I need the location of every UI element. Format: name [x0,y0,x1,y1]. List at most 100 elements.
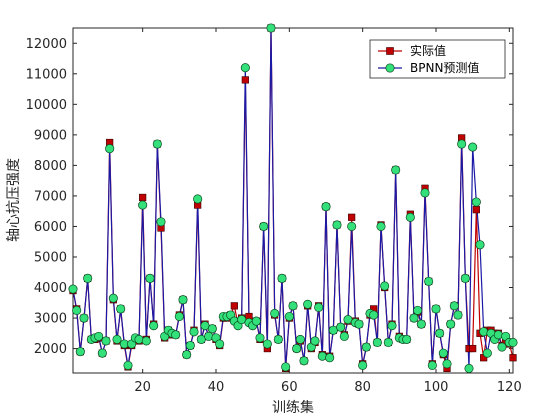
data-point-1 [413,305,423,315]
data-point-1 [424,276,434,286]
data-point-1 [251,316,261,326]
data-point-0 [472,206,480,214]
data-point-1 [178,295,188,305]
data-point-1 [361,342,371,352]
data-point-0 [469,344,477,353]
data-point-1 [354,319,364,329]
data-point-1 [204,331,214,341]
data-point-1 [299,356,309,366]
data-point-1 [75,347,85,357]
data-point-1 [255,333,265,343]
y-tick-label: 3000 [34,312,67,327]
data-point-1 [303,299,313,309]
data-point-1 [207,324,217,334]
data-point-1 [79,313,89,323]
y-tick-label: 11000 [26,67,67,82]
data-point-1 [174,311,184,322]
legend: 实际值 BPNN预测值 [369,39,506,79]
data-point-1 [141,336,151,346]
data-point-1 [189,327,199,337]
data-point-1 [116,304,126,314]
data-point-1 [105,144,115,154]
data-point-1 [449,301,459,311]
legend-marker-predicted [385,63,395,73]
y-tick-label: 7000 [34,189,67,204]
data-point-1 [358,360,368,370]
data-point-1 [270,308,280,319]
data-point-1 [152,139,162,149]
data-point-0 [348,213,356,221]
data-point-1 [310,336,320,346]
x-tick-label: 100 [424,380,449,395]
data-point-1 [409,313,419,323]
data-point-1 [101,336,111,346]
y-axis: 2000 3000 4000 5000 6000 7000 8000 9000 10000 110… [26,37,513,357]
data-point-1 [149,321,159,331]
y-tick-label: 6000 [34,220,67,235]
x-tick-label: 60 [281,380,298,395]
data-point-1 [240,63,250,73]
y-tick-label: 4000 [34,281,67,296]
data-point-1 [314,302,324,312]
data-point-1 [182,350,192,360]
data-point-1 [288,301,298,311]
data-point-0 [241,76,249,84]
data-point-1 [427,360,437,370]
data-point-1 [138,200,148,210]
series-layer [68,23,518,373]
data-point-1 [281,362,291,372]
data-point-1 [416,319,426,329]
x-axis: 20 40 60 80 100 120 [134,28,522,395]
data-point-1 [134,334,144,344]
data-point-1 [387,321,397,331]
x-tick-label: 120 [497,380,522,395]
data-point-1 [405,212,415,222]
data-point-1 [171,330,181,340]
y-tick-label: 5000 [34,250,67,265]
data-point-1 [193,194,203,204]
data-point-1 [259,221,269,232]
data-point-1 [453,310,463,320]
data-point-1 [292,344,302,354]
data-point-1 [376,221,386,232]
data-point-1 [336,322,346,332]
data-point-1 [471,197,481,207]
data-point-0 [139,193,147,202]
data-point-1 [420,188,430,198]
data-point-1 [321,202,331,212]
x-axis-title: 训练集 [272,399,314,416]
data-point-1 [97,348,107,358]
x-tick-label: 20 [134,380,151,395]
data-point-1 [123,360,133,370]
data-point-1 [369,310,379,320]
data-point-1 [508,337,518,348]
data-point-1 [215,339,225,349]
data-point-1 [372,337,382,348]
data-point-1 [68,284,78,294]
y-tick-label: 8000 [34,159,67,174]
data-point-1 [94,331,104,341]
data-point-1 [72,305,82,315]
data-point-1 [295,334,305,344]
data-point-1 [391,165,401,175]
data-point-1 [482,348,492,358]
data-point-1 [402,334,412,344]
data-point-0 [230,302,238,310]
y-tick-label: 12000 [26,37,67,52]
data-point-1 [83,273,93,283]
legend-label-predicted: BPNN预测值 [410,60,479,75]
data-point-1 [332,220,342,230]
data-point-1 [156,217,166,227]
data-point-1 [284,311,294,322]
data-point-1 [479,327,489,337]
data-point-1 [442,359,452,369]
data-point-1 [347,221,357,232]
data-point-1 [493,330,503,340]
legend-label-actual: 实际值 [410,43,446,58]
data-point-1 [339,331,349,341]
data-point-1 [325,353,335,363]
data-point-1 [468,142,478,152]
data-point-1 [446,319,456,329]
data-point-1 [475,240,485,250]
